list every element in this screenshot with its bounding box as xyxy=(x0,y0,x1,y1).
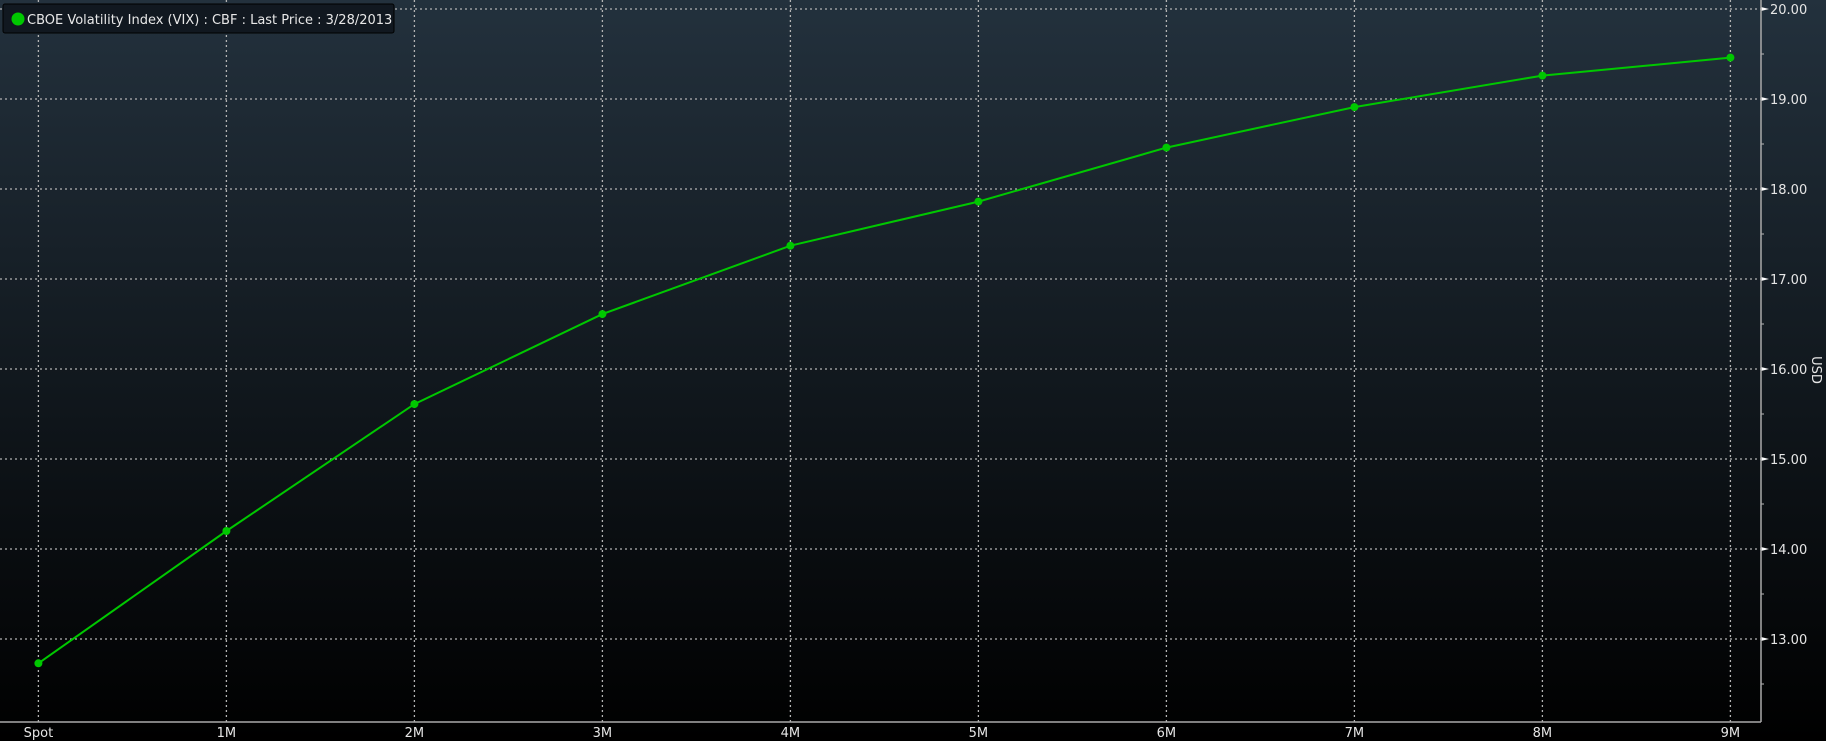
x-tick-label: 7M xyxy=(1345,726,1365,741)
data-point[interactable] xyxy=(222,527,231,535)
legend-box xyxy=(2,3,395,34)
data-point[interactable] xyxy=(1538,71,1547,80)
y-tick-mark xyxy=(1761,277,1769,281)
legend[interactable]: CBOE Volatility Index (VIX) : CBF : Last… xyxy=(2,3,395,34)
data-point[interactable] xyxy=(786,241,795,250)
x-tick-label: 5M xyxy=(969,726,989,741)
y-tick-mark xyxy=(1761,7,1769,11)
x-tick-label: Spot xyxy=(24,726,54,741)
x-tick-label: 2M xyxy=(405,726,425,741)
y-tick-label: 13.00 xyxy=(1770,633,1807,648)
data-point[interactable] xyxy=(1162,143,1171,152)
data-point[interactable] xyxy=(1726,53,1735,62)
grid xyxy=(0,0,1761,722)
y-tick-label: 16.00 xyxy=(1770,363,1807,378)
data-point[interactable] xyxy=(598,310,607,319)
y-tick-mark xyxy=(1761,547,1769,551)
y-tick-mark xyxy=(1761,187,1769,191)
y-tick-label: 20.00 xyxy=(1770,3,1807,18)
y-tick-label: 14.00 xyxy=(1770,543,1807,558)
x-tick-label: 6M xyxy=(1157,726,1177,741)
series-line xyxy=(37,56,1731,665)
y-tick-label: 17.00 xyxy=(1770,273,1807,288)
y-tick-label: 15.00 xyxy=(1770,453,1807,468)
y-tick-mark xyxy=(1761,457,1769,461)
x-tick-label: 3M xyxy=(593,726,613,741)
y-tick-mark xyxy=(1761,367,1769,371)
y-tick-label: 19.00 xyxy=(1770,93,1807,108)
y-tick-mark xyxy=(1761,637,1769,641)
data-point[interactable] xyxy=(34,659,43,668)
data-point[interactable] xyxy=(1350,103,1359,112)
x-tick-label: 9M xyxy=(1721,726,1741,741)
series-line-group xyxy=(34,53,1735,668)
y-axis-label: USD xyxy=(1808,356,1823,384)
y-tick-label: 18.00 xyxy=(1770,183,1807,198)
y-tick-mark xyxy=(1761,97,1769,101)
legend-label: CBOE Volatility Index (VIX) : CBF : Last… xyxy=(27,13,392,28)
x-tick-label: 8M xyxy=(1533,726,1553,741)
legend-marker-icon xyxy=(11,12,25,26)
data-point[interactable] xyxy=(974,197,983,206)
x-tick-label: 4M xyxy=(781,726,801,741)
x-tick-label: 1M xyxy=(217,726,237,741)
data-point[interactable] xyxy=(410,400,419,409)
